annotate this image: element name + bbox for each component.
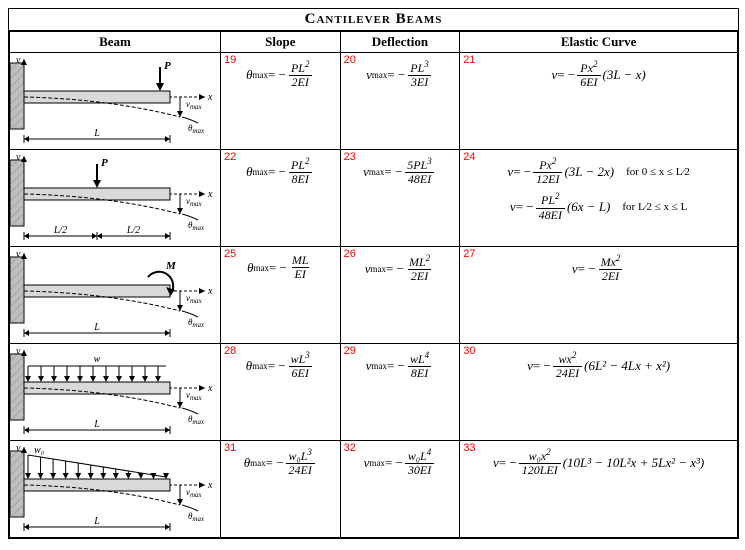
svg-text:θmax: θmax xyxy=(188,220,205,232)
curve-cell: 24 v = −Px212EI(3L − 2x)for 0 ≤ x ≤ L⁄2v… xyxy=(460,150,738,247)
svg-text:v: v xyxy=(16,443,21,454)
beam-diagram: x v w vmax θmax L xyxy=(10,344,221,441)
svg-text:v: v xyxy=(16,249,21,260)
curve-cell: 30 v = −wx224EI(6L² − 4Lx + x²) xyxy=(460,344,738,441)
svg-text:L/2: L/2 xyxy=(53,225,67,236)
case-number: 21 xyxy=(463,54,475,66)
case-number: 20 xyxy=(344,54,356,66)
svg-text:v: v xyxy=(16,55,21,66)
table-row: x v P vmax θmax L 19 θmax = −PL22EI 20 v… xyxy=(10,53,738,150)
case-number: 22 xyxy=(224,151,236,163)
case-number: 25 xyxy=(224,248,236,260)
case-number: 29 xyxy=(344,345,356,357)
deflection-cell: 23 vmax = −5PL348EI xyxy=(340,150,460,247)
svg-text:P: P xyxy=(164,60,171,72)
svg-text:L: L xyxy=(93,128,100,139)
svg-text:θmax: θmax xyxy=(188,123,205,135)
svg-text:vmax: vmax xyxy=(186,390,203,402)
slope-cell: 22 θmax = −PL28EI xyxy=(221,150,341,247)
col-beam: Beam xyxy=(10,32,221,53)
svg-text:vmax: vmax xyxy=(186,196,203,208)
deflection-cell: 20 vmax = −PL33EI xyxy=(340,53,460,150)
svg-text:v: v xyxy=(16,152,21,163)
svg-text:L: L xyxy=(93,419,100,430)
svg-text:vmax: vmax xyxy=(186,487,203,499)
svg-text:L: L xyxy=(93,322,100,333)
svg-text:θmax: θmax xyxy=(188,511,205,523)
col-curve: Elastic Curve xyxy=(460,32,738,53)
table-row: x v w₀ vmax θmax L 31 θmax = −w₀L324EI 32… xyxy=(10,441,738,538)
svg-text:x: x xyxy=(207,92,213,103)
beam-diagram: x v w₀ vmax θmax L xyxy=(10,441,221,538)
slope-cell: 31 θmax = −w₀L324EI xyxy=(221,441,341,538)
case-number: 27 xyxy=(463,248,475,260)
svg-text:θmax: θmax xyxy=(188,414,205,426)
beam-diagram: x v M vmax θmax L xyxy=(10,247,221,344)
svg-text:vmax: vmax xyxy=(186,293,203,305)
svg-text:L: L xyxy=(93,516,100,527)
svg-text:M: M xyxy=(165,260,177,272)
case-number: 31 xyxy=(224,442,236,454)
deflection-cell: 29 vmax = −wL48EI xyxy=(340,344,460,441)
case-number: 30 xyxy=(463,345,475,357)
table-title: Cantilever Beams xyxy=(9,9,738,31)
svg-text:w₀: w₀ xyxy=(34,445,45,456)
svg-text:w: w xyxy=(94,354,101,365)
svg-text:x: x xyxy=(207,480,213,491)
svg-text:x: x xyxy=(207,189,213,200)
svg-text:v: v xyxy=(16,346,21,357)
svg-text:L/2: L/2 xyxy=(126,225,140,236)
table-row: x v w vmax θmax L 28 θmax = −wL36EI 29 vm… xyxy=(10,344,738,441)
case-number: 24 xyxy=(463,151,475,163)
case-number: 28 xyxy=(224,345,236,357)
beam-table: Beam Slope Deflection Elastic Curve x v … xyxy=(9,31,738,538)
col-slope: Slope xyxy=(221,32,341,53)
curve-cell: 27 v = −Mx22EI xyxy=(460,247,738,344)
slope-cell: 25 θmax = −MLEI xyxy=(221,247,341,344)
deflection-cell: 32 vmax = −w₀L430EI xyxy=(340,441,460,538)
curve-cell: 33 v = −w₀x2120LEI(10L³ − 10L²x + 5Lx² −… xyxy=(460,441,738,538)
case-number: 19 xyxy=(224,54,236,66)
svg-text:x: x xyxy=(207,383,213,394)
slope-cell: 19 θmax = −PL22EI xyxy=(221,53,341,150)
col-deflection: Deflection xyxy=(340,32,460,53)
svg-text:P: P xyxy=(101,157,108,169)
slope-cell: 28 θmax = −wL36EI xyxy=(221,344,341,441)
table-row: x v M vmax θmax L 25 θmax = −MLEI 26 vma… xyxy=(10,247,738,344)
svg-text:θmax: θmax xyxy=(188,317,205,329)
svg-text:x: x xyxy=(207,286,213,297)
svg-text:vmax: vmax xyxy=(186,99,203,111)
beam-diagram: x v P vmax θmax L xyxy=(10,53,221,150)
deflection-cell: 26 vmax = −ML22EI xyxy=(340,247,460,344)
beam-diagram: x v P vmax θmax L/2 L/2 xyxy=(10,150,221,247)
cantilever-table: Cantilever Beams Beam Slope Deflection E… xyxy=(8,8,739,539)
curve-cell: 21 v = −Px26EI(3L − x) xyxy=(460,53,738,150)
case-number: 32 xyxy=(344,442,356,454)
case-number: 33 xyxy=(463,442,475,454)
case-number: 26 xyxy=(344,248,356,260)
case-number: 23 xyxy=(344,151,356,163)
table-row: x v P vmax θmax L/2 L/2 22 θmax = −PL28E… xyxy=(10,150,738,247)
